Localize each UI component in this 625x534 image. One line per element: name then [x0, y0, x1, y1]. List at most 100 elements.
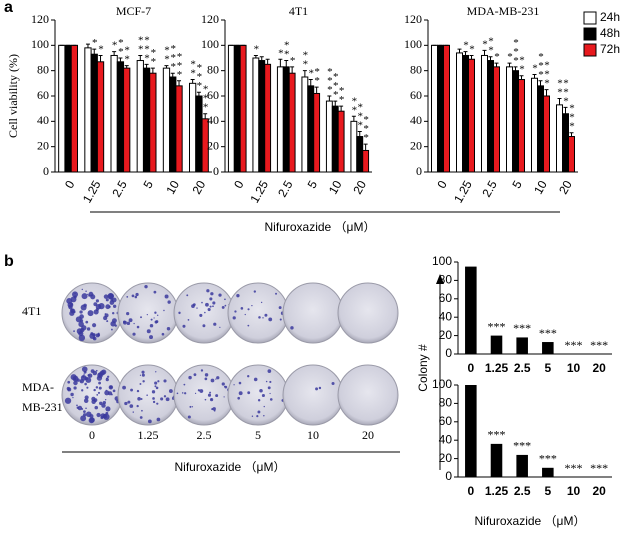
concentration-label: 2.5: [197, 428, 212, 442]
error-bar: [339, 105, 344, 112]
bar: [556, 104, 563, 173]
y-tick-label: 20: [207, 138, 219, 152]
error-bar: [482, 49, 487, 56]
x-tick-label: 10: [326, 178, 345, 197]
bar: [350, 120, 358, 173]
series: *********: [227, 43, 360, 173]
significance: *: [529, 62, 541, 71]
significance: ***: [535, 51, 547, 78]
colony-dot: [88, 294, 91, 297]
colony-dot: [101, 369, 107, 375]
bar: [325, 100, 333, 173]
colony-dot: [83, 413, 87, 417]
colony-dot: [92, 333, 96, 337]
colony-dot: [108, 385, 114, 390]
colony-dot: [97, 333, 101, 337]
error-bar: [112, 51, 117, 56]
colony-dot: [244, 313, 246, 316]
colony-dot: [105, 298, 109, 302]
colony-dot: [224, 298, 226, 301]
bar: [288, 72, 296, 173]
colony-dot: [262, 317, 264, 319]
error-bar: [150, 67, 155, 74]
colony-dot: [163, 309, 165, 312]
colony-dot: [139, 383, 142, 385]
colony-dot: [261, 393, 265, 398]
row-label: MDA-: [22, 380, 54, 394]
colony-dot: [136, 404, 139, 408]
colony-dot: [146, 394, 148, 396]
colony-dot: [232, 316, 236, 320]
y-tick-label: 60: [207, 88, 219, 102]
colony-dot: [111, 297, 117, 303]
error-bar: [357, 130, 362, 137]
x-tick-label: 5: [140, 178, 156, 191]
x-tick-label: 20: [189, 178, 208, 197]
bar: [356, 136, 364, 173]
colony-dot: [66, 386, 71, 391]
x-tick-label: 10: [163, 178, 182, 197]
bar: [516, 337, 528, 354]
error-bar: [557, 98, 562, 105]
colony-dot: [81, 293, 88, 300]
y-tick-label: 0: [43, 164, 49, 178]
bar: [516, 454, 528, 477]
colony-dot: [240, 307, 244, 310]
bar: [437, 44, 444, 173]
bar: [84, 47, 92, 173]
colony-dot: [105, 406, 111, 412]
colony-dot: [133, 322, 135, 325]
colony-dot: [221, 382, 225, 386]
colony-dot: [73, 330, 75, 333]
y-tick-label: 80: [410, 62, 422, 76]
bar: [493, 66, 500, 173]
colony-dot: [103, 413, 110, 420]
colony-dot: [205, 302, 209, 307]
x-tick-label: 2.5: [275, 178, 296, 200]
significance: **: [311, 66, 323, 84]
colony-dot: [238, 381, 242, 385]
bar: [481, 54, 488, 173]
colony-dot: [146, 313, 148, 316]
significance: *: [95, 43, 107, 52]
x-tick-label: 2.5: [479, 178, 500, 200]
y-tick-label: 20: [410, 138, 422, 152]
bar: [456, 52, 463, 173]
bar: [149, 72, 157, 173]
colony-dot: [105, 304, 111, 310]
y-tick-label: 40: [439, 309, 453, 323]
significance: *: [479, 38, 491, 47]
bar: [462, 54, 469, 173]
y-tick-label: 0: [445, 346, 452, 360]
bar: [543, 95, 550, 173]
colony-dot: [247, 324, 250, 327]
colony-dot: [267, 386, 271, 390]
error-bar: [203, 113, 208, 119]
colony-dot: [238, 391, 243, 396]
x-tick-label: 10: [567, 484, 581, 498]
colony-dot: [151, 390, 156, 394]
y-tick-label: 0: [416, 164, 422, 178]
significance: ***: [324, 66, 336, 93]
colony-dot: [234, 310, 237, 313]
colony-dot: [87, 293, 89, 296]
significance: ***: [488, 428, 506, 442]
colony-dot: [221, 306, 225, 309]
colony-dot: [192, 303, 196, 307]
significance: ***: [141, 34, 153, 61]
legend-swatch: [583, 11, 597, 25]
colony-dot: [146, 329, 151, 334]
y-tick-label: 40: [410, 113, 422, 127]
colony-dot: [82, 375, 85, 378]
x-tick-label: 2.5: [514, 484, 531, 498]
y-tick-label: 100: [31, 37, 49, 51]
bar: [313, 92, 321, 173]
significance: *: [287, 55, 299, 64]
colony-dot: [269, 398, 273, 401]
x-tick-label: 1.25: [485, 484, 509, 498]
colony-dot: [139, 374, 142, 376]
error-bar: [488, 56, 493, 61]
significance: ***: [541, 60, 553, 87]
colony-dot: [253, 290, 257, 293]
concentration-label: 10: [307, 428, 319, 442]
